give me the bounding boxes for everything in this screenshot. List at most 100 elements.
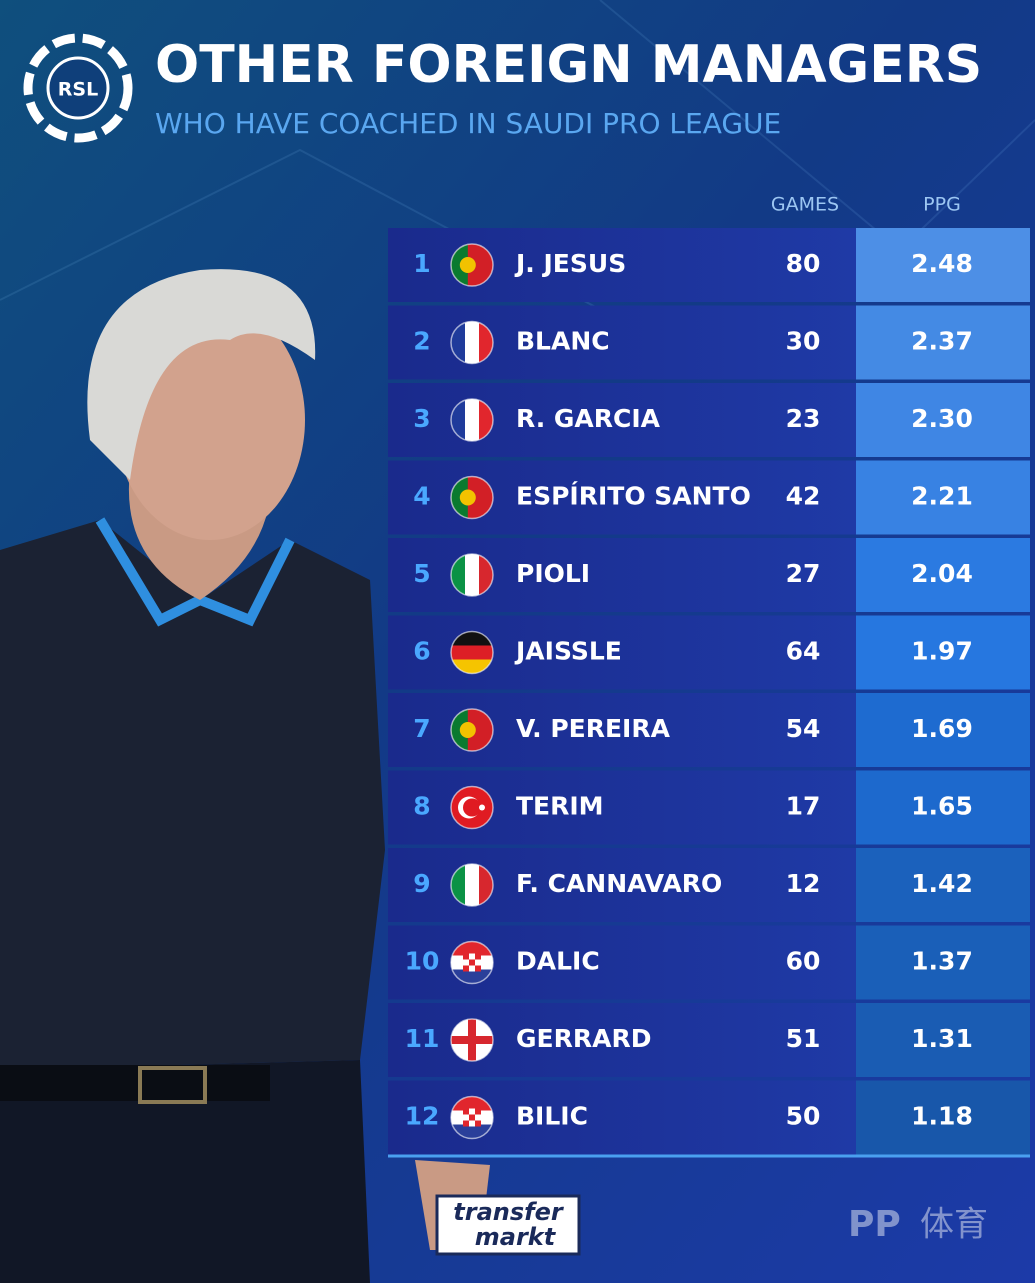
manager-name: PIOLI: [516, 559, 590, 588]
ppg: 2.37: [911, 327, 973, 356]
rank: 6: [413, 637, 430, 666]
ppg: 1.65: [911, 792, 973, 821]
games: 54: [786, 714, 821, 743]
flag: [451, 1019, 493, 1061]
ppg: 2.30: [911, 404, 973, 433]
table-row: 11 GERRARD 51 1.31: [388, 1003, 1030, 1077]
flag-ring: [450, 1018, 494, 1062]
games: 12: [786, 869, 821, 898]
manager-name: BLANC: [516, 327, 610, 356]
rank: 11: [405, 1024, 440, 1053]
watermark: PP: [848, 1204, 901, 1245]
flag-part: [465, 554, 480, 596]
flag-ring: [450, 243, 494, 287]
rank: 7: [413, 714, 430, 743]
games: 17: [786, 792, 821, 821]
games: 80: [786, 249, 821, 278]
flag-part: [463, 959, 469, 966]
flag-part: [463, 1114, 469, 1121]
ppg-cell-background: [856, 693, 1030, 767]
table-row: 10 DALIC 60 1.37: [388, 925, 1030, 1000]
flag-part: [459, 489, 476, 506]
flag-part: [463, 953, 469, 960]
games: 23: [786, 404, 821, 433]
ppg-cell-background: [856, 925, 1030, 1000]
rank: 5: [413, 559, 430, 588]
flag-part: [469, 959, 475, 966]
ppg-cell-background: [856, 383, 1030, 457]
flag-ring: [450, 940, 494, 985]
flag: [451, 476, 493, 519]
flag-part: [459, 257, 476, 273]
flag-part: [451, 244, 468, 286]
ppg: 1.69: [911, 714, 973, 743]
ppg-cell-background: [856, 305, 1030, 380]
brand-logo: transfer markt: [435, 1194, 581, 1256]
flag: [451, 709, 493, 751]
manager-name: JAISSLE: [514, 637, 622, 666]
manager-name: J. JESUS: [514, 249, 626, 278]
table-row: 6 JAISSLE 64 1.97: [388, 615, 1030, 690]
table-row: 9 F. CANNAVARO 12 1.42: [388, 848, 1030, 922]
table-row: 5 PIOLI 27 2.04: [388, 538, 1030, 612]
ppg-cell-background: [856, 770, 1030, 845]
flag-part: [469, 1114, 475, 1121]
flag-part: [469, 1120, 475, 1127]
flag-ring: [450, 398, 494, 442]
games: 50: [786, 1102, 821, 1131]
brand-text: transfer: [453, 1198, 565, 1226]
games: 30: [786, 327, 821, 356]
table-row: 3 R. GARCIA 23 2.30: [388, 383, 1030, 457]
rank: 3: [413, 404, 430, 433]
flag-ring: [450, 863, 494, 907]
games: 60: [786, 947, 821, 976]
manager-name: F. CANNAVARO: [516, 869, 722, 898]
flag-part: [475, 1120, 481, 1127]
flag-part: [479, 804, 485, 811]
ppg-cell-background: [856, 1003, 1030, 1077]
games: 27: [786, 559, 821, 588]
rank: 4: [413, 482, 430, 511]
flag-part: [451, 1036, 493, 1044]
ppg-cell-background: [856, 1080, 1030, 1155]
flag-part: [463, 1108, 469, 1115]
ppg: 2.21: [911, 482, 973, 511]
flag-part: [475, 965, 481, 972]
flag-ring: [450, 475, 494, 520]
rank: 10: [405, 947, 440, 976]
ppg: 1.37: [911, 947, 973, 976]
ppg-cell-background: [856, 228, 1030, 302]
flag-part: [451, 709, 468, 751]
flag-part: [463, 798, 481, 817]
column-header: GAMES: [771, 194, 839, 216]
ppg: 2.48: [911, 249, 973, 278]
flag-part: [475, 1108, 481, 1115]
games: 64: [786, 637, 821, 666]
games: 42: [786, 482, 821, 511]
rank: 8: [413, 792, 430, 821]
ppg: 1.42: [911, 869, 973, 898]
ppg: 1.97: [911, 637, 973, 666]
title: OTHER FOREIGN MANAGERS: [155, 35, 982, 95]
table-row: 4 ESPÍRITO SANTO 42 2.21: [388, 460, 1030, 535]
subtitle: WHO HAVE COACHED IN SAUDI PRO LEAGUE: [155, 107, 781, 140]
table-row: 8 TERIM 17 1.65: [388, 770, 1030, 845]
flag-part: [463, 1120, 469, 1127]
league-logo: RSL: [23, 33, 133, 143]
flag-ring: [450, 553, 494, 597]
flag-part: [451, 645, 493, 660]
flag-part: [475, 959, 481, 966]
logo-text: RSL: [58, 79, 98, 101]
column-header: PPG: [923, 194, 961, 216]
games: 51: [786, 1024, 821, 1053]
rank: 12: [405, 1102, 440, 1131]
flag-part: [465, 399, 480, 441]
flag-part: [451, 476, 468, 519]
manager-name: BILIC: [516, 1102, 588, 1131]
manager-name: GERRARD: [516, 1024, 651, 1053]
manager-name: V. PEREIRA: [516, 714, 671, 743]
flag-part: [465, 864, 480, 906]
flag: [451, 786, 493, 829]
table-row: 2 BLANC 30 2.37: [388, 305, 1030, 380]
